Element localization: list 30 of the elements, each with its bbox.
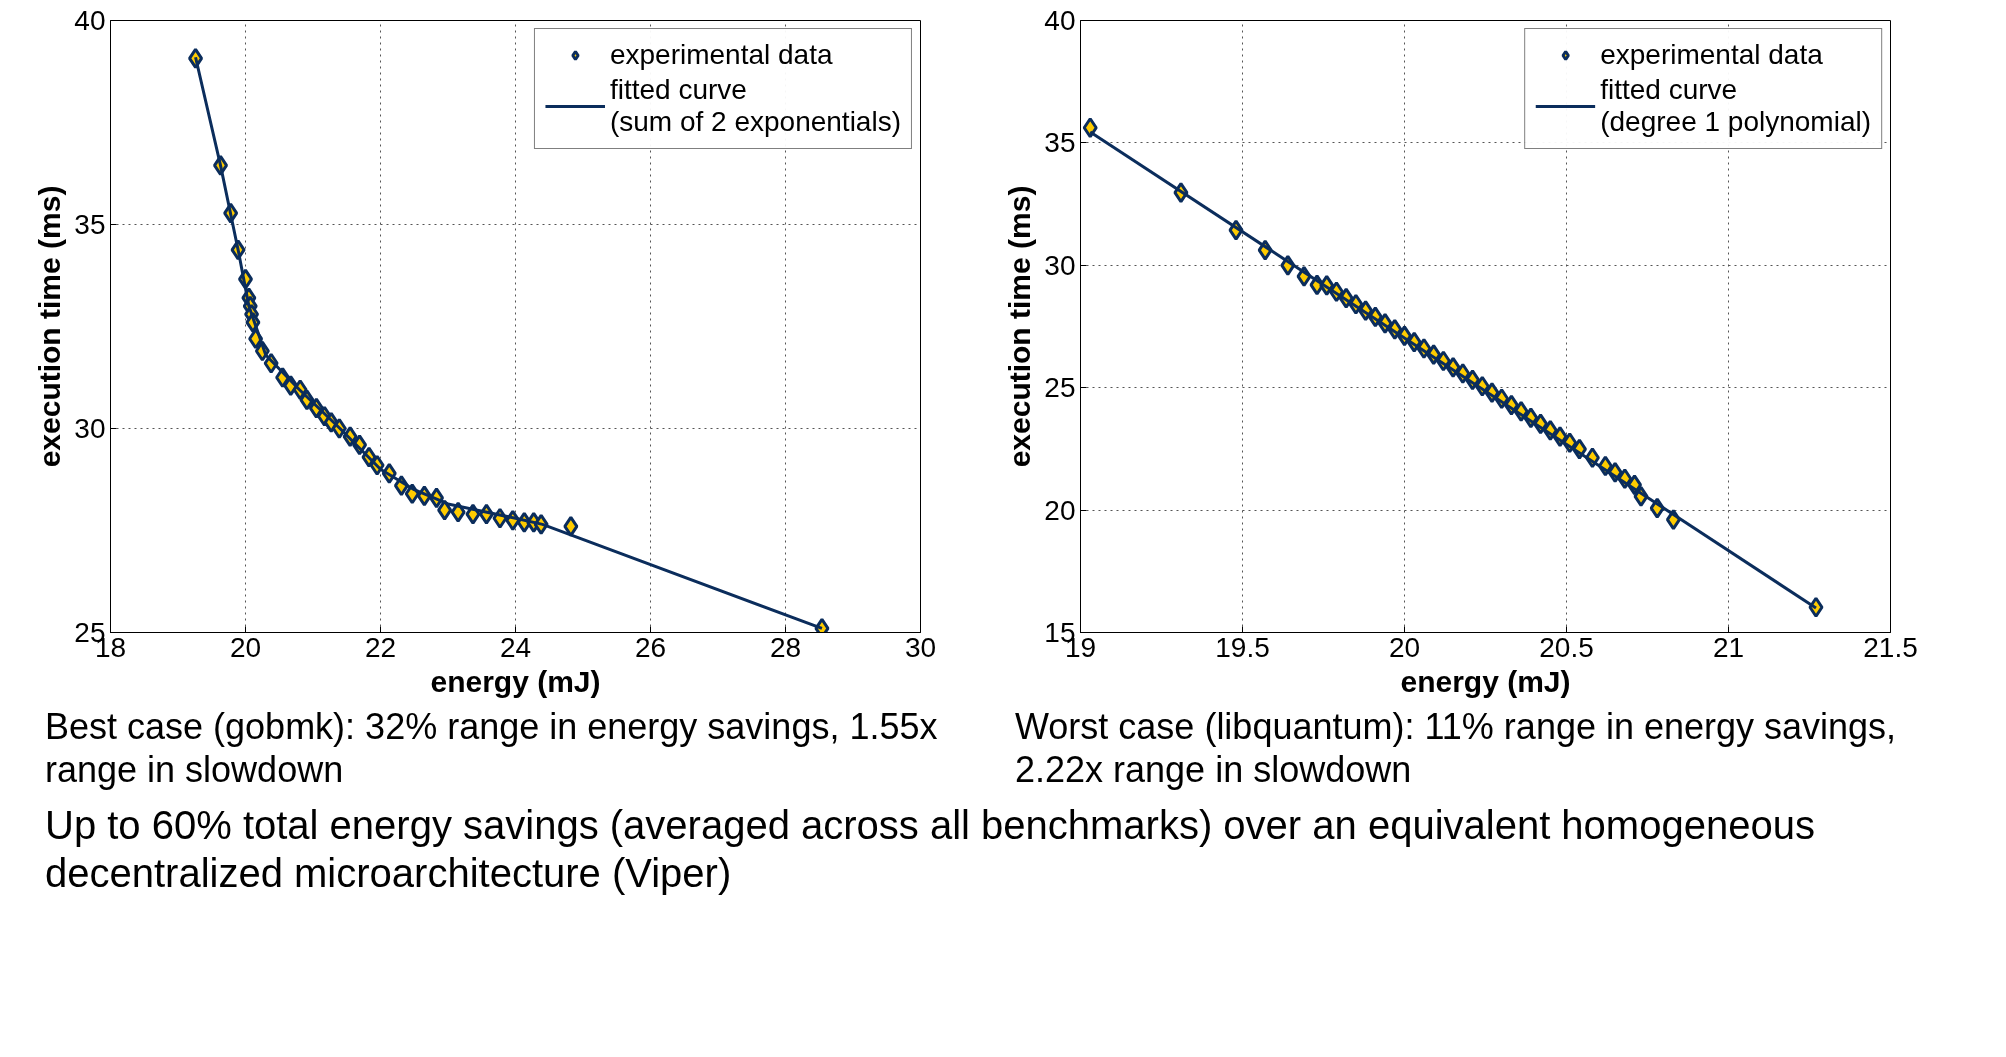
y-axis-title: execution time (ms) <box>33 185 67 468</box>
y-tick-label: 35 <box>1044 127 1076 159</box>
legend-label: fitted curve (sum of 2 exponentials) <box>609 74 901 138</box>
x-tick-label: 19.5 <box>1215 631 1270 663</box>
text: Best case (gobmk): 32% range in energy savings, 1.55x range in slowdown <box>45 705 939 792</box>
legend-label: experimental data <box>1600 39 1823 71</box>
x-tick-label: 20 <box>229 631 262 663</box>
x-tick-label: 20 <box>1388 631 1421 663</box>
y-tick-label: 35 <box>74 209 106 240</box>
y-tick-label: 40 <box>74 5 106 36</box>
y-tick-label: 30 <box>74 413 106 444</box>
y-tick-label: 40 <box>1044 5 1076 36</box>
legend-label: experimental data <box>609 39 833 71</box>
x-tick-label: 28 <box>769 631 802 663</box>
x-axis-title: energy (mJ) <box>430 664 601 698</box>
y-tick-label: 30 <box>1044 249 1076 281</box>
x-tick-label: 21 <box>1712 631 1745 663</box>
x-tick-label: 21.5 <box>1863 631 1918 663</box>
y-axis-title: execution time (ms) <box>1003 185 1037 468</box>
x-tick-label: 20.5 <box>1539 631 1594 663</box>
x-tick-label: 30 <box>904 631 937 663</box>
x-tick-label: 24 <box>499 631 532 663</box>
x-tick-label: 26 <box>634 631 667 663</box>
text: Worst case (libquantum): 11% range in energy savings, 2.22x range in slowdown <box>1015 705 1898 792</box>
legend-label: fitted curve (degree 1 polynomial) <box>1600 74 1871 138</box>
x-tick-label: 22 <box>364 631 397 663</box>
x-axis-title: energy (mJ) <box>1400 664 1571 698</box>
y-tick-label: 20 <box>1044 494 1076 526</box>
y-tick-label: 25 <box>1044 372 1076 404</box>
text: Up to 60% total energy savings (averaged across all benchmarks) over an equivalent homogeneous decentralized microarchitecture (Viper) <box>45 802 1816 898</box>
